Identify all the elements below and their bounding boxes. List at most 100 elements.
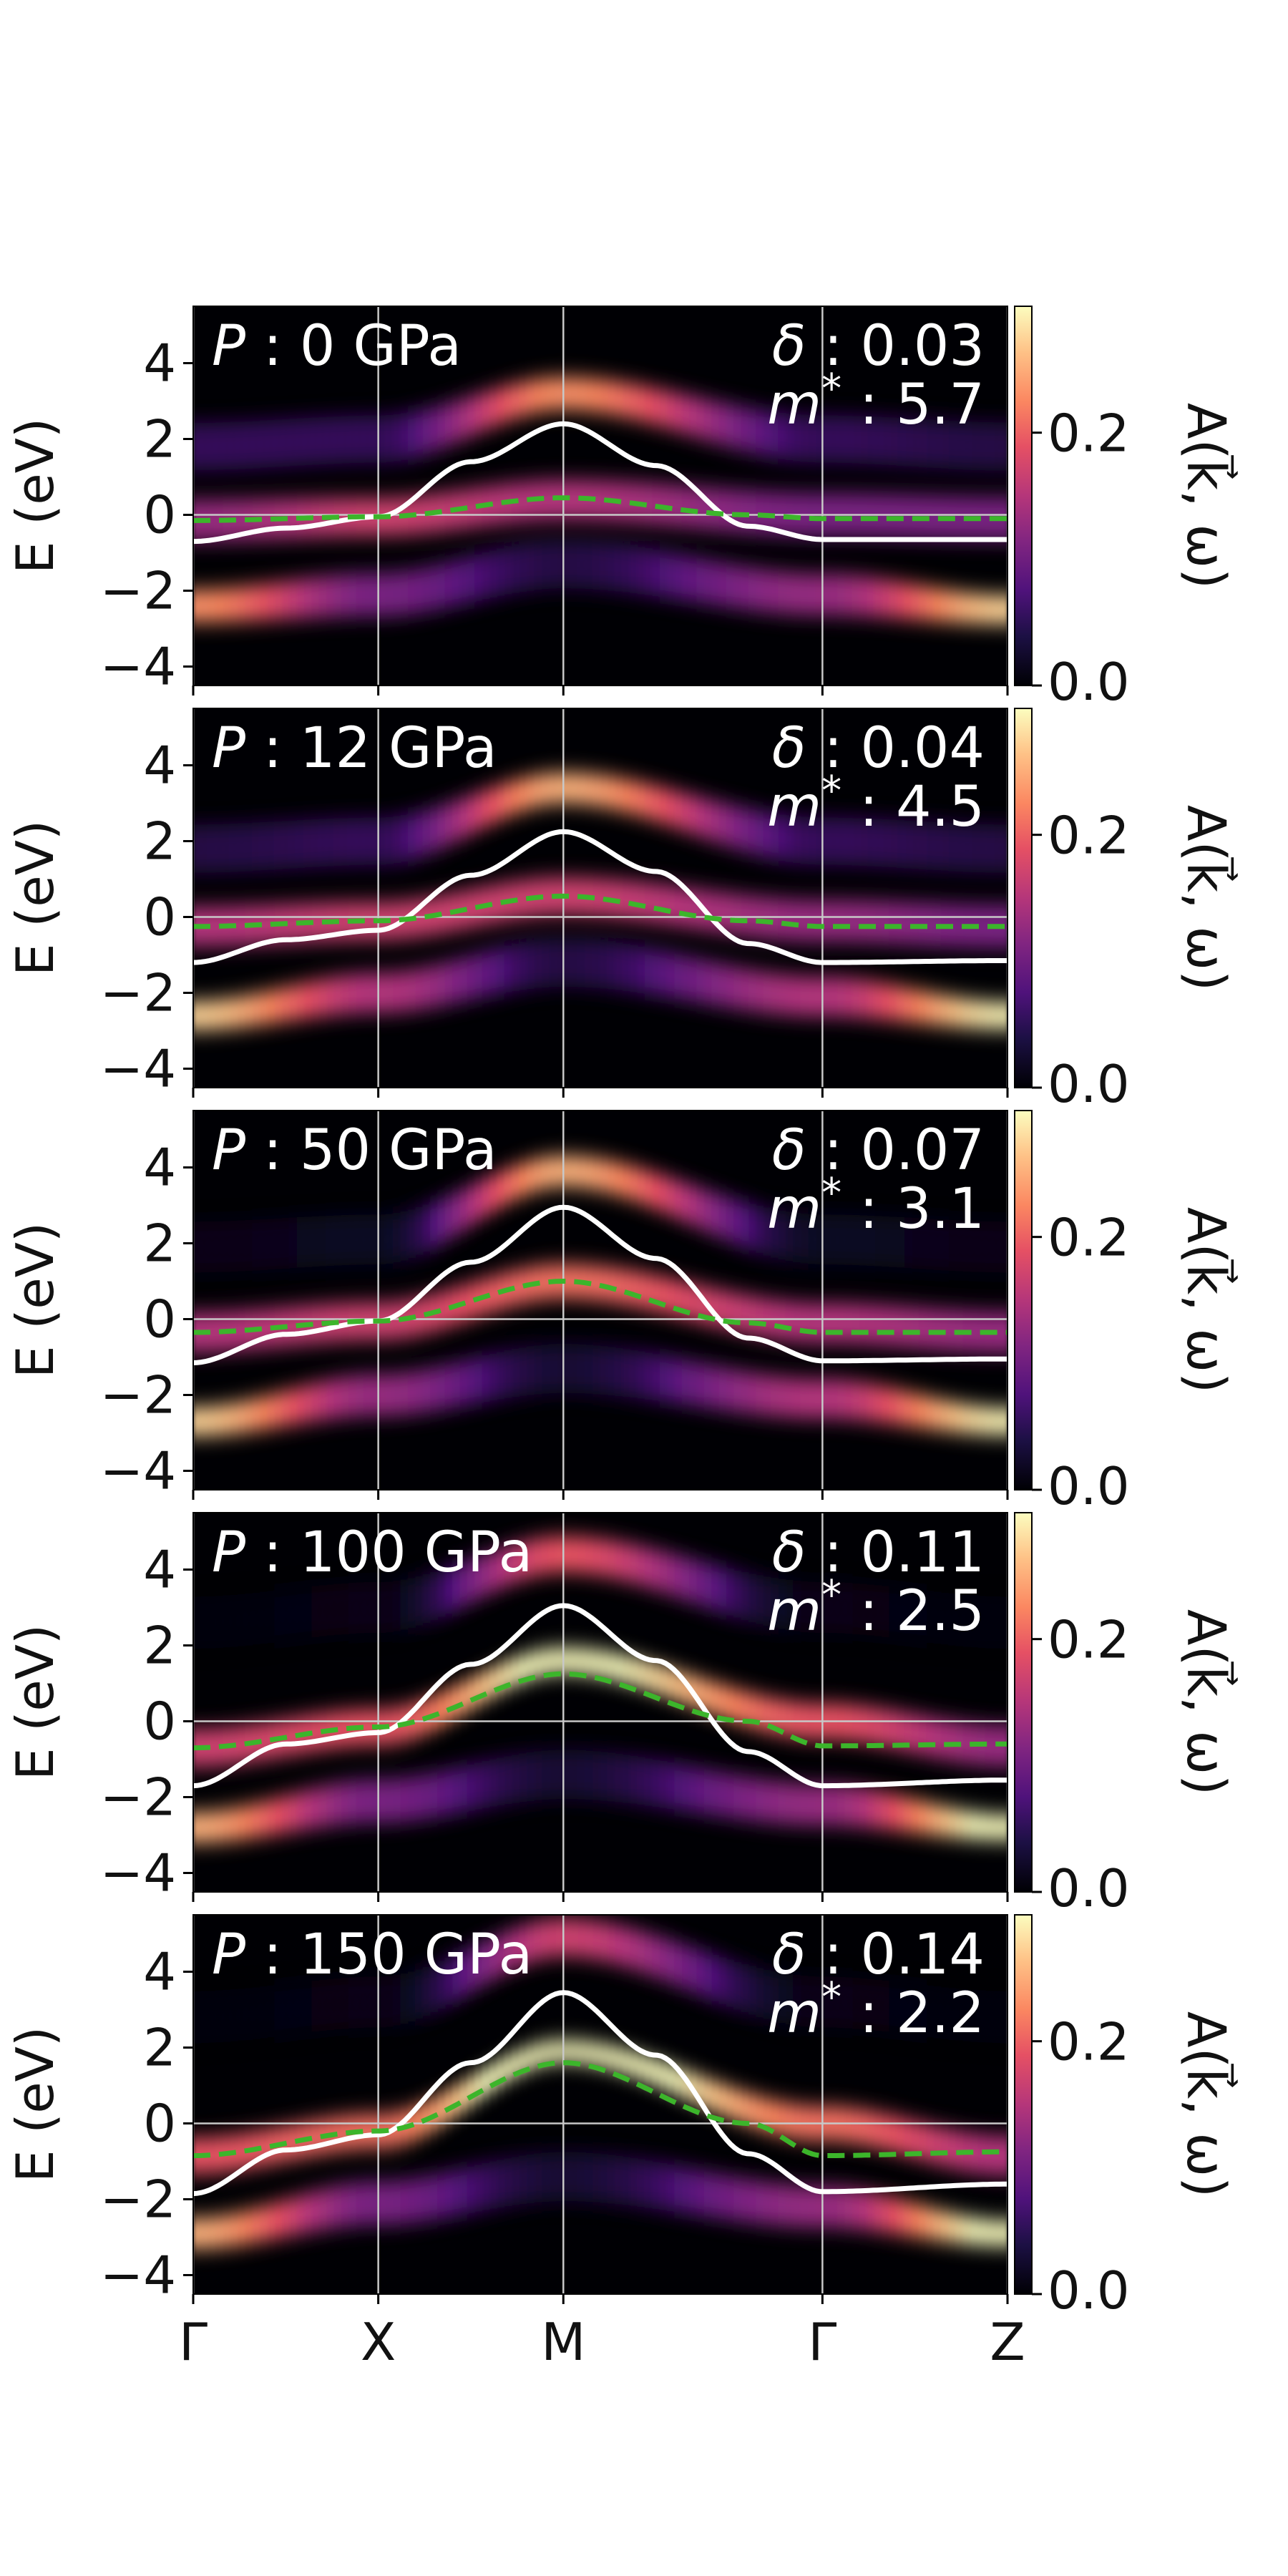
intensity-cell — [385, 572, 394, 616]
intensity-cell — [570, 877, 579, 915]
intensity-cell — [918, 1801, 927, 1834]
intensity-cell — [962, 1811, 971, 1838]
intensity-cell — [911, 902, 919, 945]
intensity-cell — [778, 898, 786, 940]
intensity-cell — [289, 1307, 298, 1346]
intensity-cell — [274, 1984, 283, 2036]
intensity-cell — [577, 540, 586, 589]
intensity-cell — [637, 547, 645, 595]
pressure-symbol: P — [212, 716, 245, 781]
intensity-cell — [378, 1214, 386, 1265]
intensity-cell — [659, 1277, 668, 1313]
intensity-cell — [304, 578, 313, 618]
intensity-cell — [326, 1979, 335, 2031]
intensity-cell — [926, 495, 935, 540]
intensity-cell — [304, 1586, 313, 1639]
intensity-cell — [482, 391, 490, 430]
intensity-cell — [296, 418, 305, 466]
intensity-cell — [985, 1724, 993, 1766]
intensity-cell — [592, 480, 601, 521]
intensity-cell — [467, 556, 475, 602]
intensity-cell — [415, 811, 424, 857]
intensity-cell — [555, 1918, 564, 1957]
colorbar-tick-label: 0.2 — [1048, 2012, 1130, 2072]
intensity-cell — [837, 2187, 845, 2228]
intensity-cell — [815, 899, 823, 942]
intensity-cell — [437, 564, 446, 609]
intensity-cell — [415, 1775, 424, 1820]
colorbar-gradient — [1014, 1512, 1033, 1893]
intensity-cell — [1000, 1991, 1008, 2044]
intensity-cell — [511, 944, 519, 991]
intensity-cell — [519, 942, 527, 990]
intensity-cell — [874, 1790, 882, 1829]
intensity-cell — [955, 496, 964, 540]
intensity-cell — [703, 1190, 712, 1232]
intensity-cell — [837, 574, 845, 616]
intensity-cell — [933, 1309, 942, 1350]
intensity-cell — [711, 1955, 720, 2001]
intensity-cell — [763, 1298, 771, 1338]
intensity-cell — [703, 2079, 712, 2108]
intensity-cell — [763, 972, 771, 1013]
intensity-cell — [837, 977, 845, 1017]
intensity-cell — [482, 2069, 490, 2095]
intensity-cell — [970, 824, 979, 872]
intensity-cell — [563, 2152, 572, 2202]
intensity-cell — [792, 1212, 801, 1263]
intensity-cell — [689, 396, 698, 436]
intensity-cell — [623, 383, 630, 418]
intensity-cell — [474, 1675, 483, 1705]
intensity-cell — [970, 593, 979, 623]
intensity-cell — [645, 1548, 653, 1588]
intensity-cell — [267, 1395, 275, 1428]
intensity-cell — [408, 570, 416, 614]
intensity-cell — [889, 494, 897, 538]
intensity-cell — [563, 1750, 572, 1800]
intensity-cell — [933, 1398, 942, 1430]
intensity-cell — [1000, 1002, 1008, 1029]
intensity-cell — [223, 1595, 231, 1648]
intensity-cell — [703, 1952, 712, 1999]
intensity-cell — [230, 421, 238, 469]
intensity-cell — [541, 480, 550, 520]
delta-symbol: δ — [772, 314, 806, 379]
intensity-cell — [674, 2166, 683, 2212]
intensity-cell — [333, 1584, 342, 1635]
intensity-cell — [326, 416, 335, 464]
intensity-cell — [267, 1985, 275, 2038]
intensity-cell — [645, 2057, 653, 2082]
intensity-cell — [652, 786, 660, 821]
intensity-cell — [696, 889, 705, 930]
intensity-cell — [296, 1587, 305, 1639]
y-tick-label: −4 — [100, 1441, 176, 1501]
intensity-cell — [696, 487, 705, 529]
intensity-cell — [526, 1540, 535, 1578]
intensity-cell — [696, 1285, 705, 1322]
intensity-cell — [608, 1923, 616, 1963]
intensity-cell — [318, 819, 327, 867]
intensity-cell — [859, 2109, 868, 2145]
intensity-cell — [807, 1976, 816, 2028]
intensity-cell — [874, 1304, 882, 1345]
intensity-cell — [867, 1304, 875, 1345]
intensity-cell — [970, 2218, 979, 2245]
intensity-cell — [918, 1590, 927, 1642]
intensity-cell — [541, 1750, 550, 1800]
intensity-cell — [785, 572, 794, 615]
intensity-cell — [215, 1405, 223, 1435]
intensity-cell — [718, 1957, 727, 2004]
intensity-cell — [926, 1591, 935, 1643]
intensity-cell — [452, 1954, 461, 2001]
intensity-cell — [304, 819, 313, 868]
intensity-cell — [711, 1565, 720, 1611]
intensity-cell — [526, 1752, 535, 1801]
colorbar-label: A(k⃗, ω) — [1175, 805, 1238, 991]
intensity-cell — [193, 590, 201, 623]
intensity-cell — [852, 2189, 860, 2230]
intensity-cell — [533, 1345, 542, 1395]
intensity-cell — [282, 987, 291, 1022]
intensity-cell — [756, 409, 764, 455]
intensity-cell — [770, 2182, 779, 2225]
intensity-cell — [933, 994, 942, 1025]
